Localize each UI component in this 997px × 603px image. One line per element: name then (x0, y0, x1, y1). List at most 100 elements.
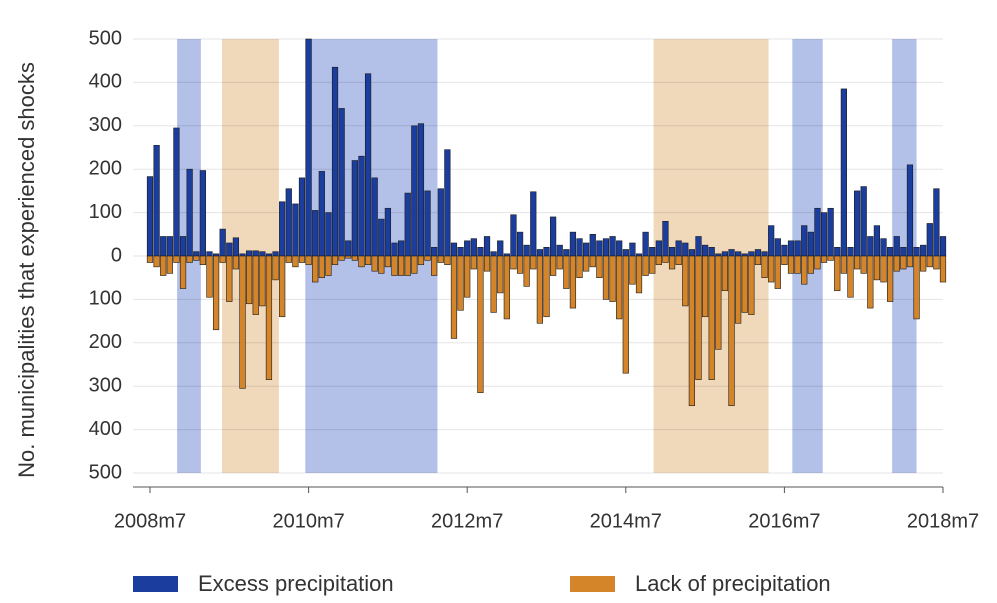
bar (232, 237, 240, 257)
bar (596, 255, 603, 279)
bar (781, 244, 788, 257)
bar (510, 214, 517, 257)
bar (523, 255, 530, 287)
bar (840, 88, 847, 257)
bar (721, 255, 729, 292)
y-tick-label: 400 (89, 418, 122, 440)
bar (530, 255, 537, 270)
bar (609, 255, 616, 302)
bar (516, 255, 524, 274)
bar (351, 255, 358, 261)
bar (153, 145, 160, 257)
bar (279, 255, 286, 318)
bar (880, 255, 887, 283)
y-tick-label: 300 (89, 374, 122, 396)
bar (272, 251, 279, 257)
bar (920, 244, 927, 257)
bar (391, 255, 398, 276)
bar (464, 240, 471, 257)
bar (477, 255, 484, 394)
y-tick-label: 100 (89, 288, 122, 310)
bar (728, 249, 735, 257)
bar (754, 255, 762, 265)
bar (735, 251, 742, 257)
bar (576, 255, 583, 279)
y-tick-label: 100 (89, 201, 122, 223)
bar (259, 251, 266, 257)
bar (398, 240, 405, 257)
bar (470, 255, 477, 270)
bar (431, 247, 438, 257)
bar (351, 160, 358, 257)
bar (794, 255, 801, 274)
bar (721, 251, 729, 257)
bar (431, 255, 438, 276)
y-tick-label: 0 (111, 244, 122, 266)
bar (814, 207, 821, 257)
bar (583, 255, 590, 272)
bar (450, 242, 458, 257)
bar (549, 216, 557, 257)
bar (483, 236, 491, 257)
bar (226, 255, 233, 302)
bar (543, 247, 550, 257)
bar (556, 255, 563, 270)
bar (199, 170, 206, 257)
bar (358, 255, 365, 268)
bar (939, 236, 947, 257)
legend-swatch (133, 576, 178, 592)
bar (860, 255, 867, 274)
bar (424, 255, 431, 261)
bar (325, 212, 332, 257)
bar (272, 255, 279, 281)
bar (649, 255, 656, 274)
bar (292, 203, 299, 257)
bar (735, 255, 742, 324)
bar (503, 253, 510, 257)
x-tick-label: 2016m7 (748, 510, 820, 532)
bar (298, 255, 306, 263)
bar (497, 240, 504, 257)
bar (887, 255, 894, 302)
x-tick-label: 2012m7 (431, 510, 503, 532)
y-tick-label: 500 (89, 461, 122, 483)
bar (212, 255, 220, 331)
bar (338, 255, 345, 261)
bar (596, 240, 603, 257)
bar (444, 255, 451, 265)
bar (470, 238, 477, 257)
bar (364, 73, 372, 257)
bar (212, 253, 220, 257)
bar (338, 108, 345, 257)
bar (622, 255, 629, 374)
bar (483, 255, 491, 272)
bar (391, 242, 398, 257)
bar (206, 251, 213, 257)
bar (748, 251, 755, 257)
bar (411, 255, 418, 274)
bar (622, 249, 629, 257)
bar (331, 255, 339, 265)
bar (246, 255, 253, 305)
bar (331, 66, 339, 257)
bar (298, 177, 306, 257)
bar (569, 231, 577, 257)
bar (715, 255, 722, 350)
bar (186, 255, 193, 263)
bar (398, 255, 405, 276)
bar (668, 247, 676, 257)
bar (312, 255, 319, 283)
bar (860, 186, 867, 257)
bar (768, 255, 775, 283)
bar (642, 255, 649, 276)
bar (384, 255, 392, 268)
bar (510, 255, 517, 270)
bar (668, 255, 676, 270)
bar (259, 255, 266, 307)
bar (378, 255, 385, 274)
bar (186, 168, 193, 257)
bar (867, 236, 874, 257)
bar (318, 255, 325, 279)
bar (166, 255, 173, 274)
bar (827, 255, 834, 261)
